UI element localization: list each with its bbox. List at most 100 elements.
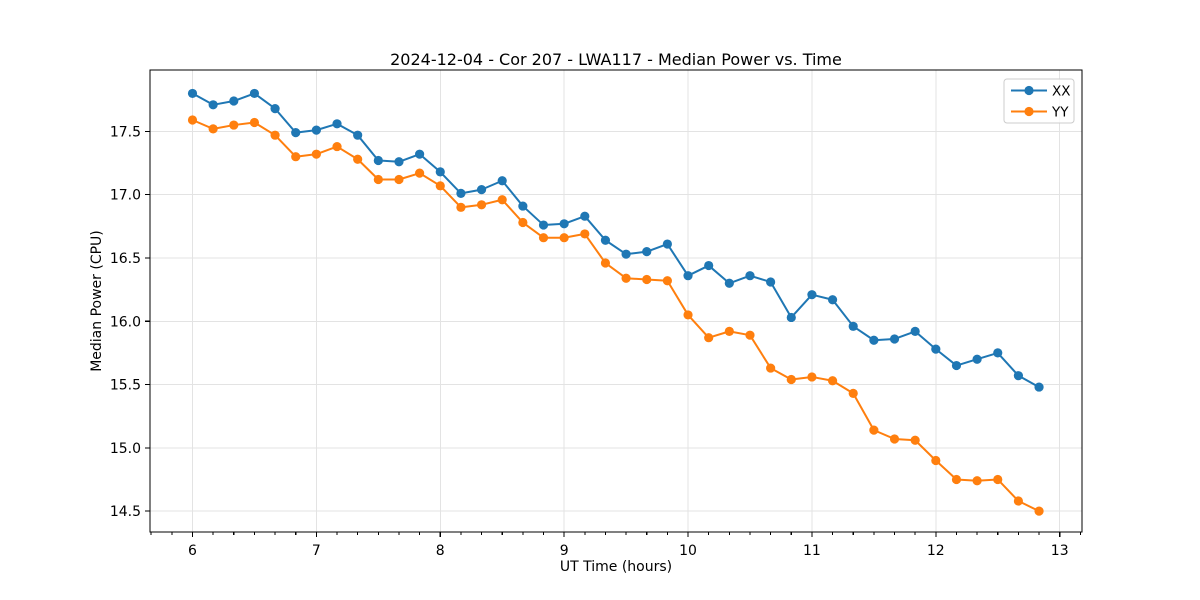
- series-XX-marker: [972, 354, 982, 364]
- series-YY-marker: [745, 330, 755, 340]
- series-XX-marker: [766, 277, 776, 287]
- grid: [150, 70, 1082, 532]
- series-XX-marker: [291, 128, 301, 138]
- series-XX-marker: [456, 188, 466, 199]
- series-XX-marker: [518, 201, 528, 211]
- series-XX: [187, 88, 1044, 392]
- series-XX-marker: [311, 125, 321, 135]
- y-axis-label: Median Power (CPU): [89, 230, 105, 372]
- series-XX-marker: [208, 100, 218, 110]
- x-tick-label: 11: [803, 543, 821, 559]
- series-XX-marker: [827, 295, 838, 305]
- series-XX-marker: [600, 235, 611, 245]
- series-YY-marker: [993, 474, 1003, 485]
- series-YY-marker: [373, 174, 383, 185]
- series-YY-marker: [497, 195, 507, 205]
- series-XX-marker: [745, 271, 755, 281]
- series-XX-marker: [642, 247, 652, 257]
- series-XX-marker: [580, 211, 590, 221]
- series-YY-marker: [724, 326, 734, 336]
- series-XX-marker: [807, 290, 817, 300]
- y-tick-label: 16.5: [110, 251, 141, 267]
- series-YY-marker: [910, 435, 920, 445]
- legend-marker: [1024, 85, 1034, 96]
- series-YY-marker: [621, 273, 631, 283]
- legend-label: XX: [1052, 84, 1071, 100]
- series-YY-marker: [683, 310, 693, 320]
- x-tick-label: 12: [927, 543, 945, 559]
- series-YY-marker: [1034, 506, 1044, 516]
- series-XX-marker: [435, 167, 445, 177]
- series-XX-marker: [249, 88, 260, 99]
- series-XX-marker: [332, 119, 342, 129]
- x-tick-label: 7: [312, 543, 321, 559]
- series-XX-marker: [353, 130, 363, 140]
- series-XX-marker: [415, 149, 425, 159]
- series-YY: [187, 115, 1044, 516]
- series-YY-marker: [394, 174, 404, 185]
- series-XX-marker: [869, 335, 879, 345]
- chart-title: 2024-12-04 - Cor 207 - LWA117 - Median P…: [390, 50, 842, 69]
- series-XX-marker: [910, 326, 920, 336]
- y-tick-label: 15.0: [110, 441, 141, 457]
- series-YY-marker: [291, 152, 301, 162]
- series-YY-marker: [580, 229, 590, 239]
- series-YY-marker: [456, 202, 466, 212]
- series-YY-marker: [415, 168, 425, 178]
- series-XX-marker: [229, 96, 239, 106]
- series-XX-marker: [1034, 382, 1044, 392]
- x-tick-label: 9: [560, 543, 569, 559]
- series-YY-marker: [332, 141, 342, 152]
- series-YY-marker: [951, 474, 962, 485]
- series-YY-marker: [518, 217, 528, 228]
- y-tick-label: 14.5: [110, 504, 141, 520]
- series-XX-marker: [848, 321, 858, 331]
- x-tick-label: 13: [1051, 543, 1069, 559]
- x-tick-label: 8: [436, 543, 445, 559]
- legend: XX YY: [1003, 78, 1075, 124]
- series-XX-marker: [662, 239, 672, 249]
- series-YY-marker: [476, 200, 487, 210]
- y-tick-label: 17.5: [110, 124, 141, 140]
- y-tick-label: 16.0: [110, 314, 141, 330]
- series-YY-marker: [931, 455, 941, 466]
- series-YY-marker: [1013, 496, 1024, 506]
- series-XX-marker: [187, 88, 198, 99]
- series-XX-marker: [270, 104, 280, 114]
- series-YY-marker: [827, 376, 838, 386]
- series-XX-marker: [724, 278, 734, 288]
- series-YY-marker: [559, 233, 569, 243]
- y-tick-label: 15.5: [110, 378, 141, 394]
- series-YY-marker: [538, 233, 549, 243]
- series-YY-marker: [642, 274, 652, 285]
- series-YY-marker: [229, 120, 239, 130]
- series-YY-marker: [353, 154, 363, 164]
- legend-label: YY: [1051, 105, 1069, 121]
- series-YY-marker: [270, 130, 280, 140]
- series-YY-marker: [889, 434, 900, 444]
- series-XX-marker: [951, 360, 962, 371]
- series-XX-marker: [621, 249, 631, 259]
- series-YY-marker: [435, 181, 445, 191]
- series-YY-marker: [869, 425, 879, 435]
- series-YY-marker: [704, 333, 714, 343]
- series-YY-marker: [848, 388, 858, 398]
- series-XX-marker: [931, 344, 941, 354]
- x-tick-label: 10: [679, 543, 697, 559]
- series-XX-marker: [786, 312, 796, 323]
- series-YY-marker: [249, 117, 260, 128]
- series-XX-marker: [373, 155, 383, 166]
- series-XX-marker: [538, 220, 549, 230]
- series-YY-marker: [600, 258, 611, 268]
- series-YY-marker: [766, 363, 776, 373]
- series-YY-marker: [311, 149, 321, 159]
- series-XX-marker: [704, 260, 714, 271]
- series-XX-marker: [993, 348, 1003, 358]
- series-XX-marker: [683, 271, 693, 281]
- series-YY-marker: [807, 372, 817, 382]
- plot-border: [149, 69, 1083, 533]
- series-YY-marker: [208, 124, 218, 134]
